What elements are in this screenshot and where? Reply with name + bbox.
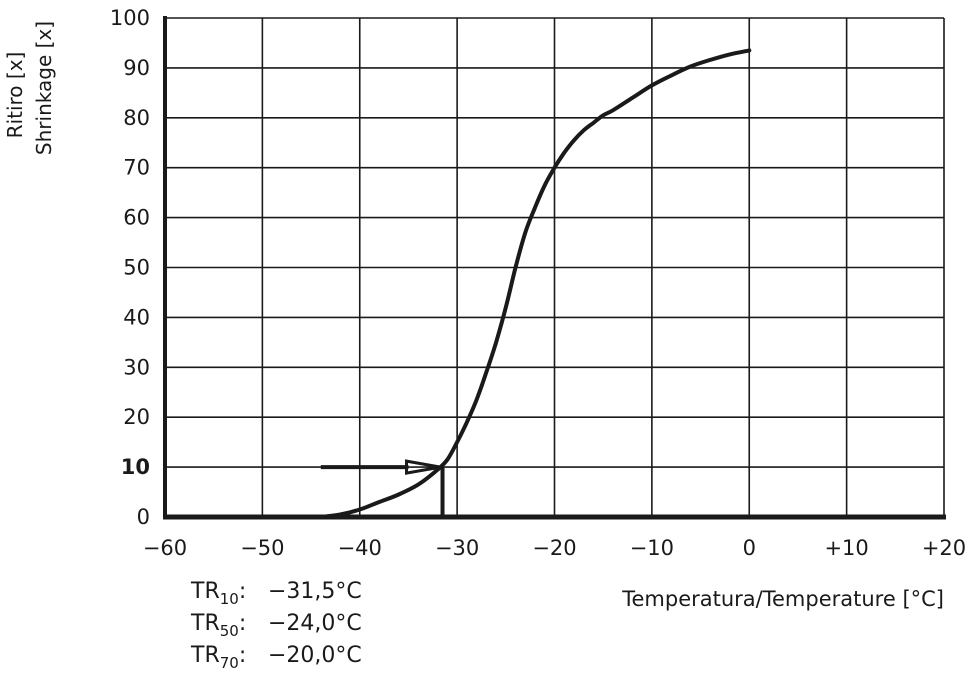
x-tick-label: −10 [630,536,674,560]
y-tick-label: 10 [121,455,150,479]
x-tick-label: −30 [435,536,479,560]
x-axis-label: Temperatura/Temperature [°C] [621,587,944,611]
series-curve [318,48,752,519]
grid [165,17,945,517]
tr70-row: TR70: −20,0°C [190,643,362,672]
x-tick-label: +10 [824,536,868,560]
y-tick-label: 20 [123,405,150,429]
tr10-annotation [320,459,445,517]
y-tick-label: 60 [123,206,150,230]
arrow-head [405,459,441,475]
y-tick-label: 50 [123,256,150,280]
y-tick-label: 100 [110,6,150,30]
x-tick-label: −20 [532,536,576,560]
x-tick-label: 0 [743,536,756,560]
tr10-row: TR10: −31,5°C [190,579,362,608]
x-tick-labels: −60 −50 −40 −30 −20 −10 0 +10 +20 [143,536,966,560]
y-axis-label-line1: Ritiro [x] [3,52,27,139]
y-axis-label-line2: Shrinkage [x] [32,21,56,155]
y-tick-label: 90 [123,56,150,80]
tr50-row: TR50: −24,0°C [190,611,362,640]
y-tick-label: 80 [123,106,150,130]
y-tick-label: 30 [123,355,150,379]
shrinkage-curve [318,48,752,519]
x-tick-label: −50 [240,536,284,560]
y-tick-label: 70 [123,156,150,180]
x-tick-label: −40 [338,536,382,560]
x-tick-label: +20 [922,536,966,560]
y-tick-label: 0 [137,505,150,529]
tr-values: TR10: −31,5°C TR50: −24,0°C TR70: −20,0°… [190,579,362,672]
y-tick-labels: 0 10 20 30 40 50 60 70 80 90 100 [110,6,150,529]
axes [163,16,946,520]
x-tick-label: −60 [143,536,187,560]
y-tick-label: 40 [123,305,150,329]
